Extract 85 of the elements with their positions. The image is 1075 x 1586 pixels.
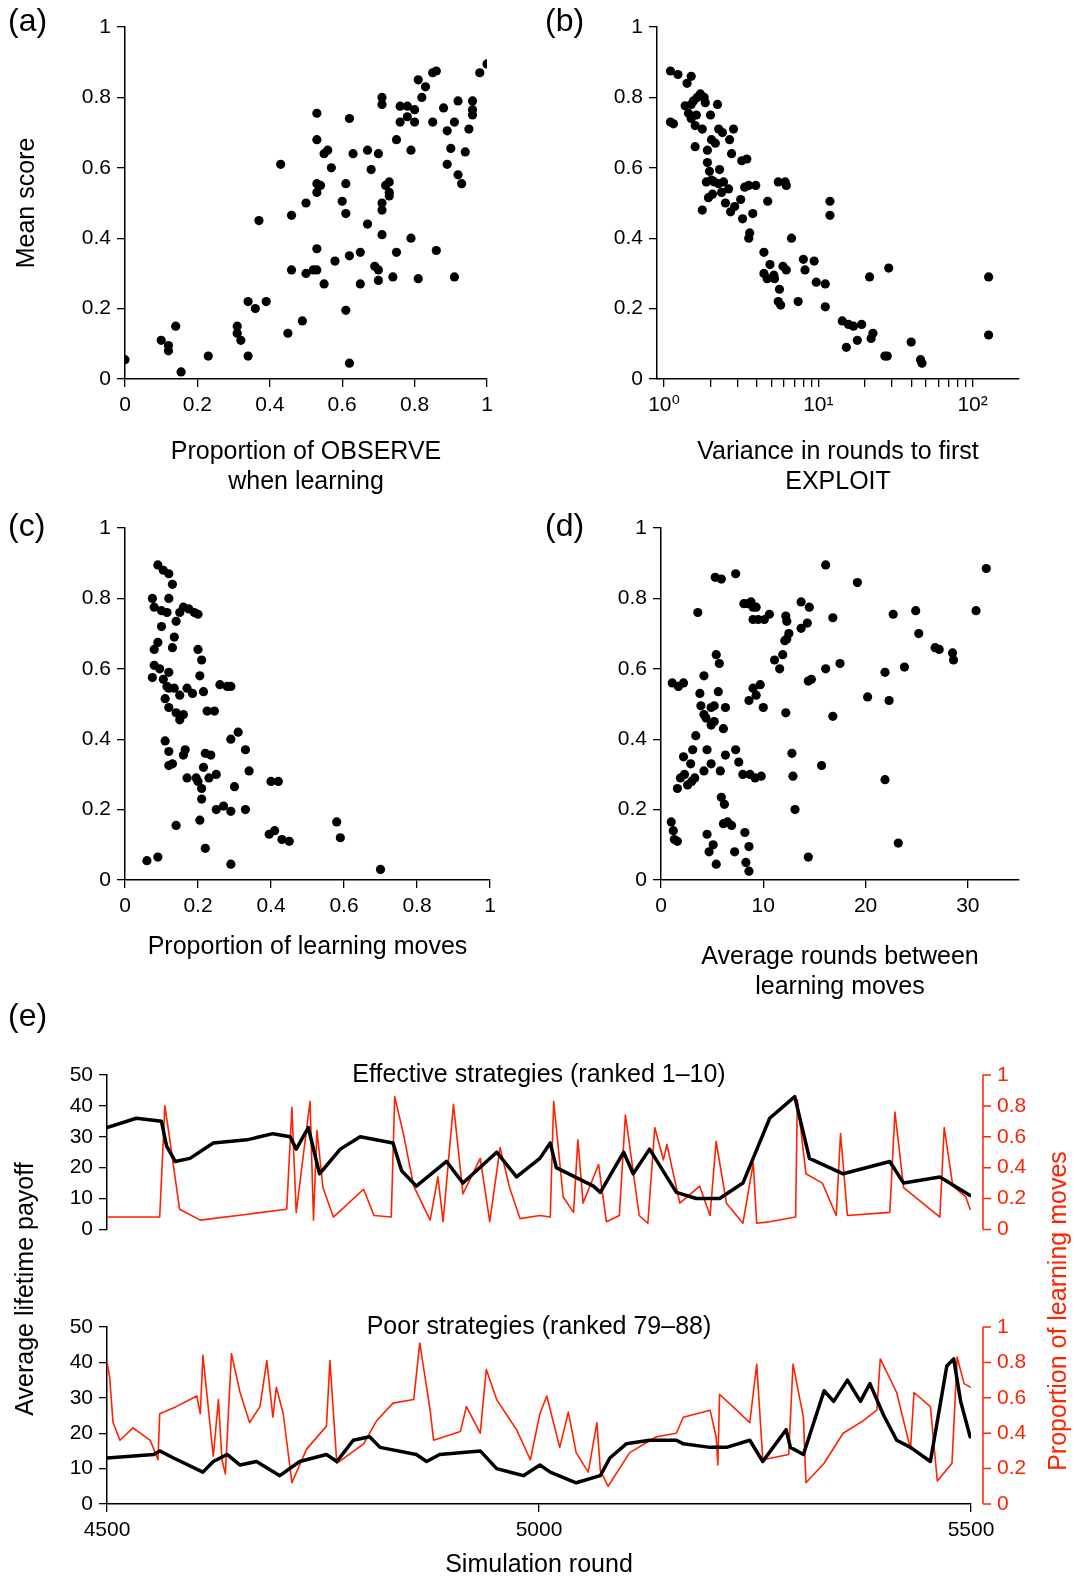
y-tick-label: 20 (69, 1420, 93, 1443)
y-tick-label: 30 (69, 1384, 93, 1408)
x-tick-label: 10 (751, 893, 775, 917)
x-axis-title: Proportion of OBSERVE when learning (170, 435, 442, 494)
y-axis-title: Mean score (10, 137, 39, 269)
x-tick-label: 10⁰ (648, 392, 680, 416)
y-tick-label: 0.8 (617, 585, 647, 609)
x-tick-label: 0.4 (255, 392, 285, 416)
y-tick-label: 0 (81, 1216, 93, 1240)
y2-tick-label: 0.4 (997, 1154, 1027, 1178)
text: (d) (545, 506, 585, 543)
x-tick-label: 10¹ (803, 392, 834, 416)
y-tick-label: 0.4 (81, 225, 112, 248)
x-tick-label: 10² (957, 392, 988, 416)
x-tick-label: 0.8 (402, 893, 432, 917)
text: (a) (8, 1, 48, 38)
x-tick-label: 5500 (947, 1517, 995, 1541)
text: (c) (8, 506, 46, 543)
y-tick-label: 0 (99, 866, 111, 890)
x-axis-title: Variance in rounds to first EXPLOIT (697, 435, 979, 494)
x-tick-label: 0.6 (329, 893, 359, 917)
y2-axis-title: Proportion of learning moves (1042, 1150, 1072, 1473)
y2-tick-label: 0.8 (997, 1092, 1027, 1116)
x-axis-title: Simulation round (445, 1548, 633, 1577)
y-tick-label: 0.6 (81, 655, 111, 679)
y-tick-label: 0.8 (81, 585, 111, 609)
y-tick-label: 0.6 (617, 655, 647, 679)
x-tick-label: 0.2 (182, 392, 212, 416)
y2-tick-label: 0.2 (997, 1455, 1027, 1479)
x-tick-label: 0 (655, 893, 667, 917)
x-axis-title: Average rounds between learning moves (701, 940, 979, 999)
x-tick-label: 4500 (83, 1517, 131, 1541)
y-tick-label: 0.2 (613, 295, 643, 319)
y-tick-label: 40 (69, 1349, 93, 1373)
y-tick-label: 10 (69, 1455, 93, 1479)
y2-tick-label: 0.6 (997, 1123, 1027, 1147)
y-tick-label: 0.4 (81, 726, 112, 749)
y-tick-label: 0.8 (613, 84, 643, 108)
text: (e) (8, 996, 48, 1033)
y2-tick-label: 0.4 (997, 1420, 1027, 1443)
y-tick-label: 1 (99, 514, 111, 538)
y-tick-label: 0 (635, 866, 647, 890)
y-tick-label: 0.2 (81, 295, 111, 319)
x-tick-label: 1 (484, 893, 496, 917)
y-tick-label: 0.8 (81, 84, 111, 108)
y-tick-label: 0 (81, 1490, 93, 1514)
y2-tick-label: 0 (997, 1490, 1009, 1514)
y-tick-label: 1 (635, 514, 647, 538)
x-tick-label: 1 (481, 392, 493, 416)
y-tick-label: 0 (631, 365, 643, 389)
y-tick-label: 1 (631, 13, 643, 37)
y-tick-label: 0.4 (613, 225, 644, 248)
y-axis-title: Average lifetime payoff (9, 1161, 39, 1418)
y2-tick-label: 1 (997, 1313, 1009, 1337)
y-tick-label: 0.4 (617, 726, 648, 749)
y2-tick-label: 0.8 (997, 1349, 1027, 1373)
y2-tick-label: 0.2 (997, 1185, 1027, 1209)
x-tick-label: 0.2 (183, 893, 213, 917)
x-tick-label: 0.4 (256, 893, 286, 917)
x-tick-label: 20 (853, 893, 878, 917)
x-tick-label: 0.6 (327, 392, 357, 416)
y-tick-label: 0 (99, 365, 111, 389)
y-tick-label: 0.2 (81, 796, 111, 820)
y-tick-label: 40 (69, 1092, 93, 1116)
chart-title: Effective strategies (ranked 1–10) (352, 1058, 726, 1087)
y2-tick-label: 0 (997, 1216, 1009, 1240)
x-tick-label: 5000 (515, 1517, 563, 1541)
y-tick-label: 30 (69, 1123, 93, 1147)
y-tick-label: 0.6 (613, 154, 643, 178)
x-tick-label: 0 (119, 893, 131, 917)
y-tick-label: 1 (99, 13, 111, 37)
y2-tick-label: 0.6 (997, 1384, 1027, 1408)
chart-title: Poor strategies (ranked 79–88) (366, 1310, 712, 1339)
y-tick-label: 10 (69, 1185, 93, 1209)
x-tick-label: 0 (119, 392, 131, 416)
y-tick-label: 50 (69, 1061, 93, 1085)
y2-tick-label: 1 (997, 1061, 1009, 1085)
text: (b) (545, 1, 585, 38)
y-tick-label: 0.2 (617, 796, 647, 820)
x-tick-label: 30 (956, 893, 980, 917)
x-tick-label: 0.8 (400, 392, 430, 416)
y-tick-label: 50 (69, 1313, 93, 1337)
y-tick-label: 20 (69, 1154, 93, 1178)
x-axis-title: Proportion of learning moves (147, 930, 468, 959)
y-tick-label: 0.6 (81, 154, 111, 178)
